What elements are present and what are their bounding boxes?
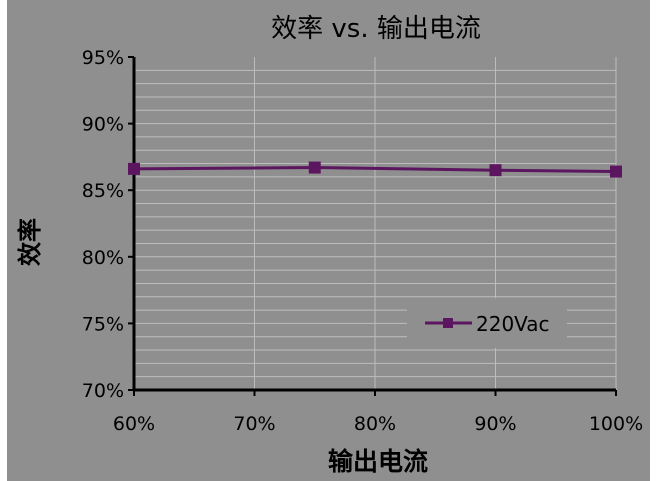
y-tick-label: 95% — [82, 47, 124, 69]
y-tick-label: 85% — [82, 180, 124, 202]
right-edge — [650, 0, 658, 481]
x-tick-label: 80% — [354, 413, 396, 435]
data-point-marker — [489, 164, 502, 177]
x-axis-label: 输出电流 — [328, 447, 428, 476]
left-edge — [0, 0, 7, 481]
axes — [128, 56, 617, 396]
chart-title: 效率 vs. 输出电流 — [271, 14, 481, 44]
data-point-marker — [128, 162, 140, 175]
y-tick-label: 90% — [82, 114, 124, 136]
x-tick-label: 90% — [474, 413, 516, 435]
x-tick-label: 100% — [589, 413, 643, 435]
tick-labels: 70% 75% 80% 85% 90% 95% 60% 70% 80% 90% 100% — [82, 47, 643, 435]
x-tick-label: 70% — [233, 413, 275, 435]
series-line — [133, 166, 617, 174]
data-point-marker — [610, 165, 622, 178]
y-axis-label: 效率 — [16, 218, 44, 266]
series-layer — [128, 161, 622, 178]
data-point-marker — [308, 161, 321, 174]
legend-square-marker-icon — [443, 318, 453, 328]
legend-label: 220Vac — [476, 312, 550, 336]
chart-background — [7, 0, 650, 481]
y-tick-label: 75% — [82, 313, 124, 335]
x-tick-label: 60% — [113, 413, 155, 435]
y-tick-label: 80% — [82, 247, 124, 269]
grid-lines — [134, 57, 617, 390]
legend: 220Vac — [407, 298, 567, 348]
y-tick-label: 70% — [82, 380, 124, 402]
